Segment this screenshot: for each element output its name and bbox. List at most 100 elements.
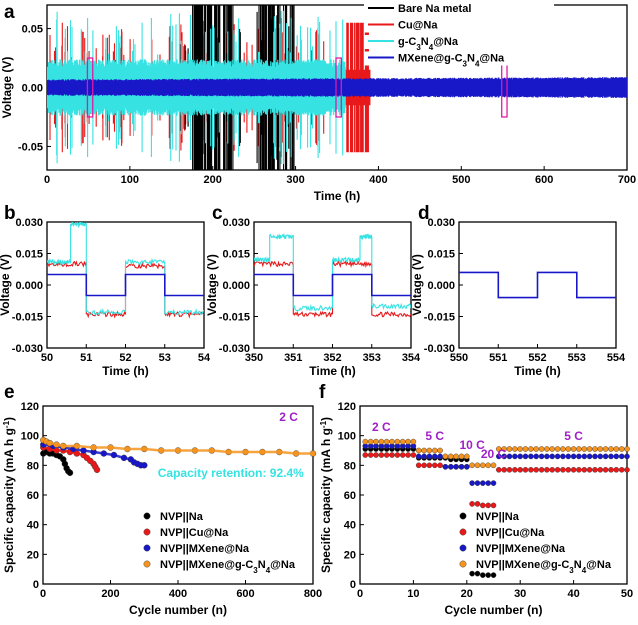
legend-marker [459,512,467,520]
data-point-cu [586,466,593,473]
data-point-mxene [538,453,545,460]
legend-marker [143,512,151,520]
data-point-nvp_mx_gcn [490,462,497,469]
x-tick-label: 551 [489,352,507,364]
data-point-nvp_mx_gcn [533,446,540,452]
legend-entry-bare: NVP||Na [160,511,204,523]
legend-entry-cu: NVP||Cu@Na [476,527,545,539]
series-line-gcn [47,222,204,316]
data-point-nvp_mx_gcn [479,462,486,469]
data-point-nvp_mx_gcn [613,446,620,452]
legend-marker [459,544,467,552]
data-point-mxene [592,453,598,460]
data-point-nvp_mx_gcn [389,438,395,445]
data-point-nvp_mx_gcn [586,446,593,452]
data-point-nvp_mx_gcn [447,453,454,460]
data-point-mxene [618,453,625,460]
data-band-cu [43,446,99,471]
data-point-cu [469,501,475,507]
data-point-mxene [485,480,492,486]
data-point-cu [501,466,508,473]
data-point-nvp_mx_gcn [431,447,438,454]
x-tick-label: 700 [618,174,636,186]
data-point-cu [394,452,401,458]
x-axis-label: Time (h) [314,189,360,203]
y-tick-label: -0.015 [424,312,455,324]
data-point-mxene [517,453,524,460]
data-point-mxene [613,453,620,460]
data-point-mxene [442,463,449,470]
data-point-cu [362,452,369,458]
y-axis-label: Voltage (V) [205,254,219,316]
y-tick-label: 60 [27,490,39,502]
y-tick-label: 0.015 [222,249,250,261]
legend-bg [364,2,554,16]
rate-label: 20 C [481,447,507,461]
data-point-nvp_mx_gcn [362,438,369,445]
data-point-nvp_mx_gcn [458,453,465,460]
x-tick-label: 500 [452,174,470,186]
y-axis-label: Voltage (V) [410,254,424,316]
data-point-cu [485,502,492,509]
legend-entry-mxene: NVP||MXene@Na [476,543,566,555]
data-point-bare [490,572,497,578]
panel-f-rate-capacity: 0 10 20 30 40 50 0 20 40 60 80 100 120 Cycle number (… [319,382,634,617]
data-point-nvp_mx_gcn [544,446,550,452]
x-tick-label: 350 [245,352,263,364]
y-tick-label: 0.015 [427,249,455,261]
data-point-nvp_mx_gcn [367,438,374,445]
rate-label: 10 C [459,438,485,452]
x-tick-label: 40 [567,588,579,600]
data-point-cu [421,462,427,469]
data-point-nvp_mx_gcn [624,446,630,452]
data-point-cu [581,466,588,473]
data-point-cu [383,452,390,458]
x-tick-label: 550 [450,352,468,364]
panel-label: b [4,203,16,224]
x-tick-label: 600 [236,588,254,600]
legend-entry-bare: NVP||Na [476,511,520,523]
y-tick-label: -0.05 [18,141,43,153]
data-point-cu [405,452,411,458]
data-point-nvp_mx_gcn [528,446,534,452]
data-point-cu [565,466,572,473]
y-tick-label: 0.000 [427,280,455,292]
data-point-mxene [447,463,454,470]
data-point-nvp_mx_gcn [378,438,385,445]
data-point-nvp_mx_gcn [474,462,481,469]
legend-marker [459,560,467,568]
data-point-nvp_mx_gcn [442,453,449,460]
panel-label: a [4,2,15,23]
x-tick-label: 53 [159,352,171,364]
legend-entry-mxene: MXene@g-C3N4@Na [398,53,505,69]
legend-marker [143,528,151,536]
data-point-cu [570,466,577,473]
data-point-nvp_mx_gcn [592,446,598,452]
y-tick-label: 120 [21,401,39,413]
data-band-nvp_mx_gcn [42,438,313,455]
x-tick-label: 0 [44,174,50,186]
panel-label: c [212,203,223,224]
data-point-nvp_mx_gcn [469,462,475,469]
panel-e-cycling-capacity: 0 200 400 600 800 0 20 40 60 80 100 120 Cycle number… [2,382,323,617]
x-tick-label: 52 [119,352,131,364]
data-point-nvp_mx_gcn [618,446,625,452]
data-point-nvp_mx_gcn [405,438,411,445]
rate-annotation: 2 C [279,410,298,424]
data-point-mxene [506,453,513,460]
x-tick-label: 10 [407,588,419,600]
panel-b-voltage-zoom-50h: 50 51 52 53 54 0.030 0.015 0.000 -0.015 -0.030 Tim… [0,203,211,378]
data-point-nvp_mx_gcn [576,446,582,452]
y-tick-label: 0.05 [22,24,43,36]
data-point-cu [618,466,625,473]
x-tick-label: 200 [101,588,119,600]
x-tick-label: 400 [169,588,187,600]
y-tick-label: -0.015 [12,312,43,324]
data-point-nvp_mx_gcn [554,446,561,452]
data-point-cu [544,466,550,473]
highlight-window-box [86,57,94,118]
data-point-mxene [586,453,593,460]
data-point-mxene [512,453,518,460]
y-tick-label: 80 [344,460,356,472]
data-point-mxene [437,453,443,460]
